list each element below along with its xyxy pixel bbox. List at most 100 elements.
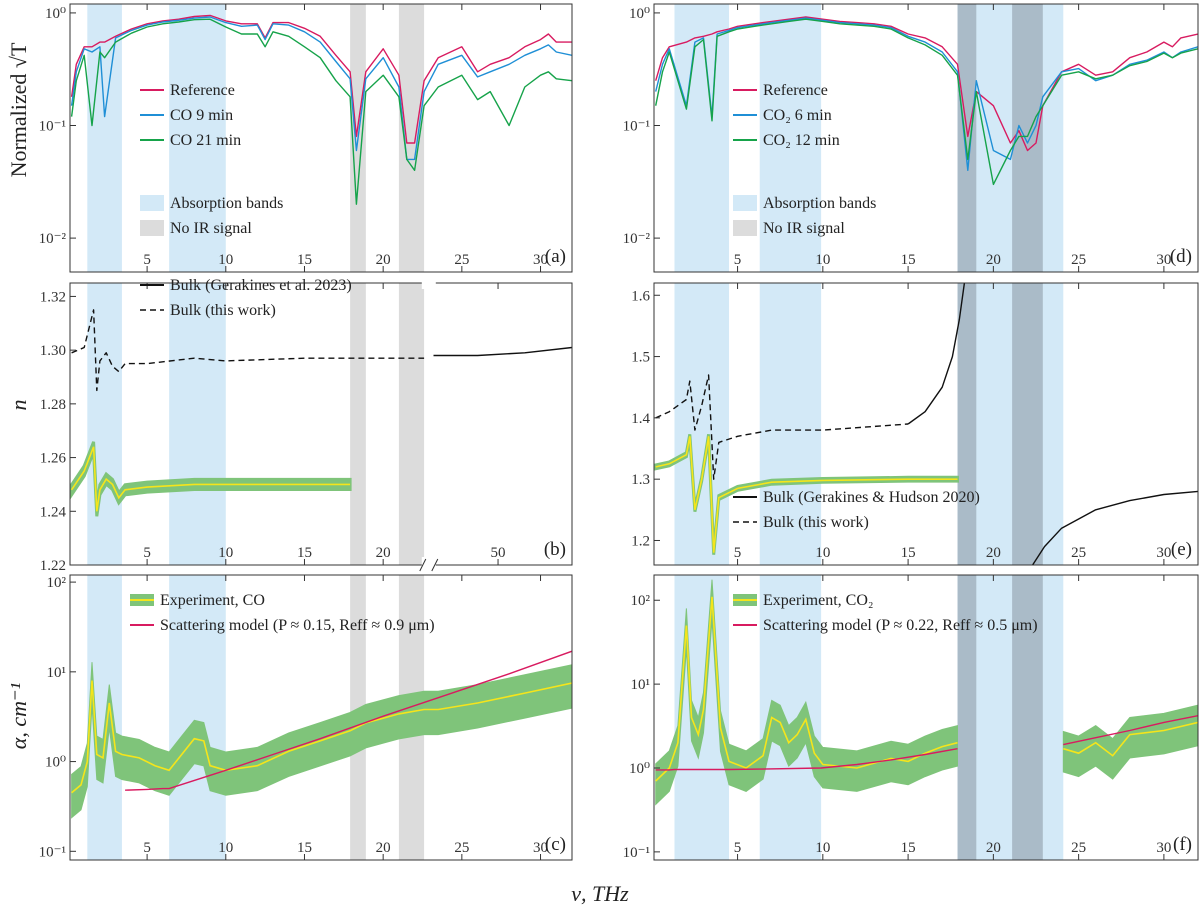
legend-swatch [140,220,164,236]
panel-e: 5 10 15 20 25 30 1.2 1.3 1.4 1.5 1.6 (e) Bulk (Gerak… [631,282,1199,566]
legend-label: Bulk (this work) [170,302,276,319]
x-tick-label: 30 [1156,545,1171,561]
panel-e-shading [674,283,1064,565]
x-tick-label: 10 [815,252,830,268]
legend: Reference CO₂ 6 min CO₂ 12 min Absorption b… [733,82,876,237]
x-tick-label: 25 [1071,840,1086,856]
y-tick-label: 10⁰ [629,761,650,777]
legend-label: CO₂ 6 min [763,107,832,124]
legend-label: Absorption bands [170,195,283,212]
legend-label: Scattering model (P ≈ 0.22, Reff ≈ 0.5 μ… [763,617,1038,634]
y-axis-label-bottom: α, cm⁻¹ [6,683,31,749]
x-tick-label: 10 [218,252,233,268]
experiment-line [655,436,958,553]
no-ir-signal-band [398,4,425,272]
series-line [125,650,572,791]
x-tick-label: 25 [454,252,469,268]
panel-f: 5 10 15 20 25 30 10⁻¹ 10⁰ 10¹ 10² (f) Experiment, C… [623,574,1199,861]
x-tick-label: 20 [986,840,1001,856]
y-axis-label-mid: n [6,400,31,411]
no-ir-signal-band [350,283,366,565]
legend-label: CO 9 min [170,107,233,124]
x-tick-label: 15 [901,545,916,561]
series-line [1032,490,1198,565]
y-tick-label: 10¹ [47,665,67,681]
panel-label: (e) [1171,539,1192,560]
y-tick-label: 10² [47,575,67,591]
x-tick-label: 25 [1071,252,1086,268]
absorption-band [87,4,122,272]
x-tick-label: 30 [533,840,548,856]
y-tick-label: 1.26 [40,451,67,467]
series-line [907,283,966,425]
series-line [655,374,909,480]
no-ir-signal-band [398,283,425,565]
y-tick-label: 10¹ [631,677,651,693]
no-ir-signal-band [1012,4,1043,272]
absorption-band [169,4,226,272]
x-tick-label: 10 [218,840,233,856]
x-tick-label: 20 [986,252,1001,268]
y-tick-label: 10⁻¹ [623,845,650,861]
panel-a-shading [87,4,425,272]
no-ir-signal-band [1012,575,1043,860]
absorption-band [87,283,122,565]
axis-break-mark [419,558,427,572]
x-tick-label: 30 [1156,840,1171,856]
y-tick-label: 1.30 [40,343,66,359]
panel-d-frame [653,3,1199,273]
no-ir-signal-band [1012,283,1043,565]
absorption-band [169,283,226,565]
x-tick-label: 15 [901,252,916,268]
legend: Experiment, CO Scattering model (P ≈ 0.15… [130,592,435,634]
y-tick-label: 10⁻¹ [623,119,650,135]
legend-label: Experiment, CO₂ [763,592,873,609]
x-tick-label: 15 [297,252,312,268]
y-tick-label: 1.22 [40,558,66,574]
axis-break-gap [421,557,436,573]
legend: Bulk (Gerakines et al. 2023) Bulk (this w… [140,277,352,319]
x-tick-label: 50 [491,545,506,561]
series-line [655,17,1198,172]
x-tick-label: 5 [734,545,742,561]
y-tick-label: 10⁻¹ [39,844,66,860]
x-tick-label: 5 [143,252,151,268]
absorption-band [674,4,730,272]
x-tick-label: 5 [734,252,742,268]
legend-label: Bulk (Gerakines et al. 2023) [170,277,352,294]
panel-f-series [655,579,1198,806]
legend-swatch [733,220,757,236]
x-tick-label: 10 [815,545,830,561]
panel-d-shading [674,4,1064,272]
panel-b-frame [69,282,573,566]
series-line [433,346,572,357]
panel-c: 5 10 15 20 25 30 10⁻¹ 10⁰ 10¹ 10² (c) Experiment, C… [39,574,573,861]
panel-c-frame [69,574,573,861]
y-tick-label: 10² [631,593,651,609]
y-tick-label: 1.4 [631,411,650,427]
absorption-band [759,4,822,272]
x-tick-label: 20 [986,545,1001,561]
experiment-line [71,680,572,794]
y-tick-label: 10⁻² [623,231,651,247]
panel-label: (b) [544,539,566,560]
experiment-band [1062,704,1198,780]
x-tick-label: 15 [297,545,312,561]
legend-label: Reference [170,82,235,99]
y-tick-label: 1.24 [40,504,67,520]
axis-break-mark [431,558,439,572]
x-tick-label: 5 [143,545,151,561]
panel-a: 5 10 15 20 25 30 10⁻² 10⁻¹ 10⁰ (a) Reference CO 9 m… [39,3,573,273]
series-line [655,16,1198,152]
y-tick-label: 10⁰ [45,755,66,771]
x-axis-label: ν, THz [571,881,629,906]
panel-b-series [70,309,572,517]
x-tick-label: 25 [454,840,469,856]
legend: Experiment, CO₂ Scattering model (P ≈ 0.2… [733,592,1038,634]
legend-label: Bulk (this work) [763,514,869,531]
y-tick-label: 1.6 [631,288,650,304]
series-line [655,748,958,771]
y-tick-label: 1.5 [631,350,650,366]
series-line [70,14,572,144]
